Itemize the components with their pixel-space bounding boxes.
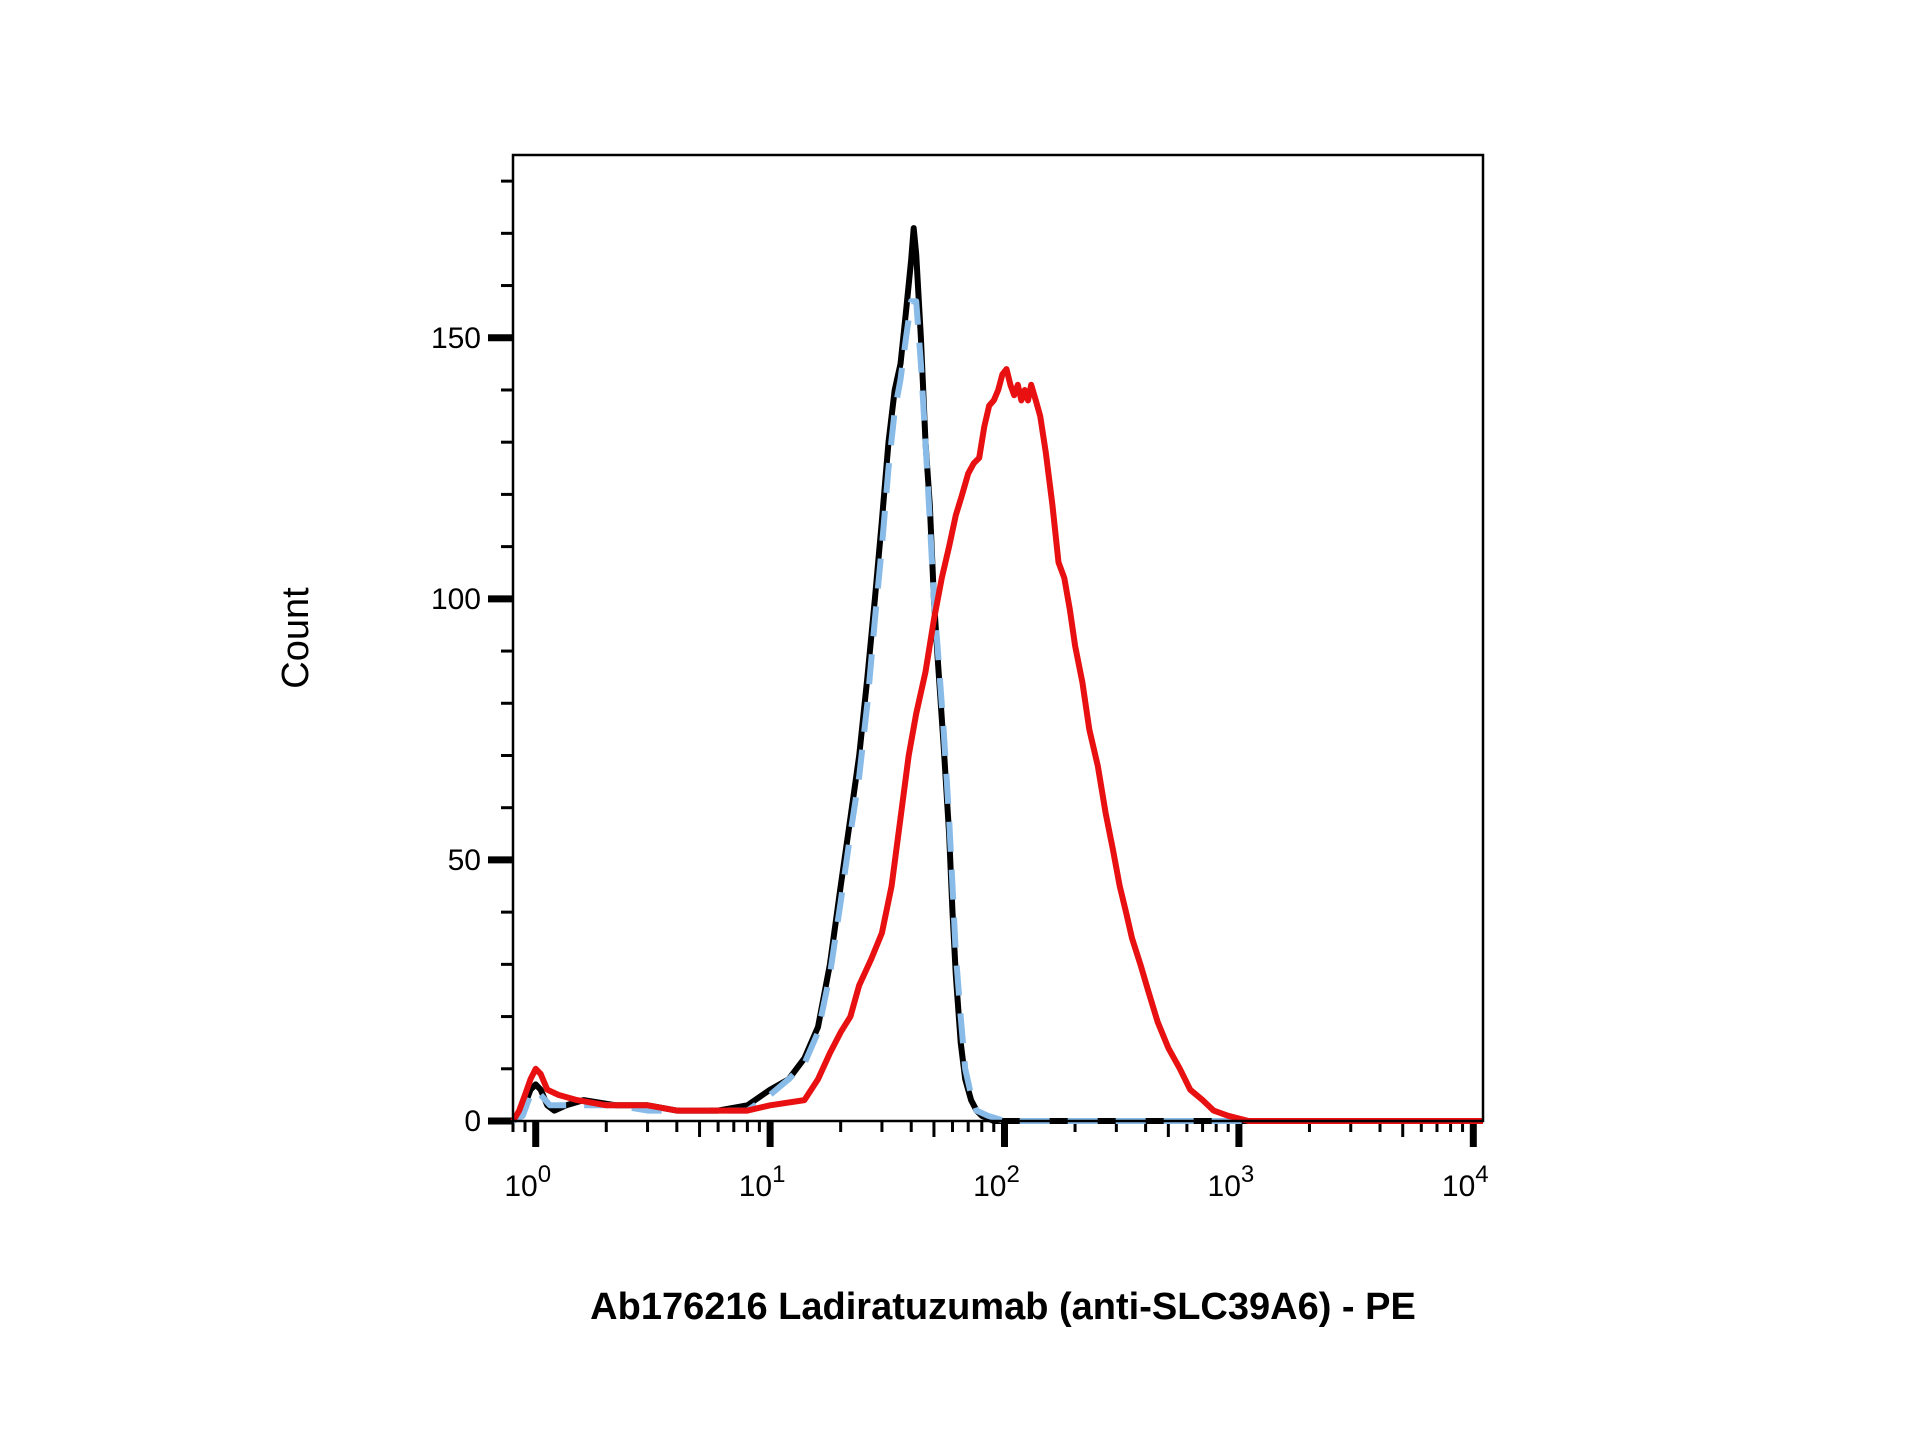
x-tick-base: 10 — [739, 1170, 772, 1203]
y-tick-label: 100 — [431, 583, 481, 616]
x-tick-base: 10 — [1208, 1170, 1241, 1203]
x-major-ticks — [532, 1121, 1477, 1147]
x-tick-exponent: 1 — [772, 1161, 785, 1188]
y-minor-ticks — [501, 179, 513, 1071]
x-tick-label: 100 — [504, 1161, 551, 1203]
x-tick-label: 103 — [1208, 1161, 1255, 1203]
series-lines — [510, 225, 1483, 1124]
x-tick-label: 104 — [1442, 1161, 1489, 1203]
x-tick-label: 101 — [739, 1161, 786, 1203]
x-tick-base: 10 — [1442, 1170, 1475, 1203]
x-tick-label: 102 — [973, 1161, 1020, 1203]
y-tick-label: 150 — [431, 322, 481, 355]
x-tick-exponent: 3 — [1241, 1161, 1254, 1188]
x-minor-ticks — [511, 1121, 1465, 1137]
y-axis-title: Count — [275, 587, 317, 689]
x-tick-labels: 100 101 102 103 104 — [504, 1161, 1488, 1203]
x-tick-base: 10 — [973, 1170, 1006, 1203]
y-tick-label: 0 — [464, 1105, 481, 1138]
x-tick-exponent: 4 — [1475, 1161, 1488, 1188]
series-line-black — [510, 225, 1483, 1124]
plot-frame — [511, 153, 1485, 1123]
x-tick-exponent: 2 — [1007, 1161, 1020, 1188]
y-tick-label: 50 — [448, 844, 481, 877]
series-line-red — [510, 366, 1483, 1124]
x-tick-exponent: 0 — [538, 1161, 551, 1188]
series-line-blue-dashed — [511, 298, 1483, 1124]
y-major-ticks — [488, 334, 513, 1125]
x-tick-base: 10 — [504, 1170, 537, 1203]
y-tick-labels: 0 50 100 150 — [431, 322, 481, 1138]
x-axis-title: Ab176216 Ladiratuzumab (anti-SLC39A6) - … — [590, 1286, 1416, 1328]
